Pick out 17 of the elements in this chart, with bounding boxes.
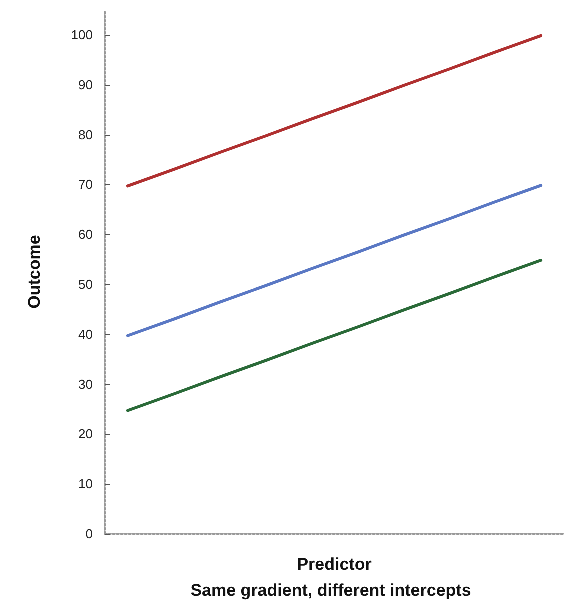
y-tick-label: 50 — [78, 276, 93, 292]
text: Same gradient, different intercepts — [190, 581, 472, 600]
line-series — [126, 34, 543, 188]
y-tick-label: 10 — [78, 476, 93, 492]
y-tick-label: 60 — [78, 227, 93, 242]
y-tick-label: 0 — [86, 526, 93, 542]
x-axis-title: Predictor — [297, 555, 372, 574]
y-tick-label: 100 — [71, 27, 93, 42]
line-series — [126, 259, 543, 412]
y-tick-label: 20 — [78, 426, 93, 442]
y-tick-label: 80 — [78, 127, 93, 142]
line-series — [126, 184, 543, 338]
y-tick-label: 40 — [78, 326, 93, 342]
y-tick-label: 90 — [78, 77, 93, 92]
y-tick-label: 70 — [78, 177, 93, 192]
y-tick-label: 30 — [78, 376, 93, 392]
y-axis-title: Outcome — [25, 235, 44, 309]
